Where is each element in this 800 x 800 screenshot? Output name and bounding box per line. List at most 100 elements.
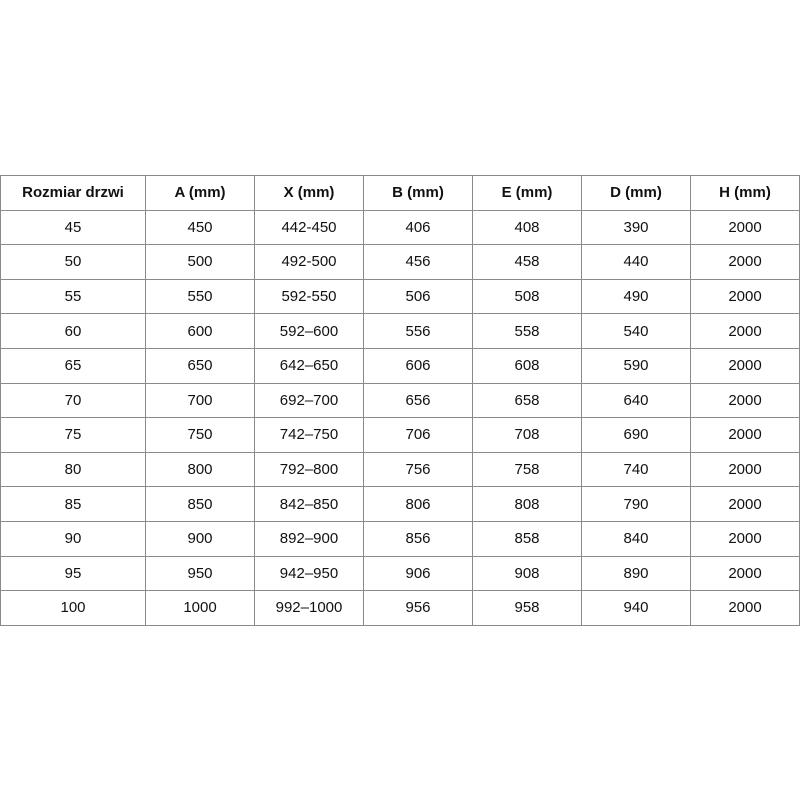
table-cell: 1000 <box>145 590 255 626</box>
table-cell: 840 <box>581 520 691 557</box>
table-cell: 906 <box>363 555 473 592</box>
table-cell: 55 <box>0 278 146 315</box>
table-cell: 742–750 <box>254 417 364 453</box>
table-cell: 80 <box>0 451 146 488</box>
table-row: 45 450 442-450 406 408 390 2000 <box>0 209 800 246</box>
table-cell: 456 <box>363 244 473 280</box>
table-cell: 440 <box>581 244 691 280</box>
table-row: 85 850 842–850 806 808 790 2000 <box>0 486 800 522</box>
table-cell: 606 <box>363 347 473 384</box>
table-cell: 942–950 <box>254 555 364 592</box>
column-header: X (mm) <box>254 175 364 211</box>
table-cell: 2000 <box>690 555 800 592</box>
table-cell: 808 <box>472 486 582 522</box>
column-header: Rozmiar drzwi <box>0 175 146 211</box>
table-cell: 992–1000 <box>254 590 364 626</box>
table-cell: 658 <box>472 382 582 419</box>
table-cell: 700 <box>145 382 255 419</box>
table-row: 95 950 942–950 906 908 890 2000 <box>0 555 800 592</box>
table-cell: 2000 <box>690 209 800 246</box>
table-cell: 442-450 <box>254 209 364 246</box>
table-row: 55 550 592-550 506 508 490 2000 <box>0 278 800 315</box>
table-cell: 850 <box>145 486 255 522</box>
table-cell: 908 <box>472 555 582 592</box>
table-row: 65 650 642–650 606 608 590 2000 <box>0 347 800 384</box>
table-cell: 70 <box>0 382 146 419</box>
table-cell: 2000 <box>690 590 800 626</box>
table-cell: 756 <box>363 451 473 488</box>
table-cell: 390 <box>581 209 691 246</box>
column-header: A (mm) <box>145 175 255 211</box>
table-cell: 750 <box>145 417 255 453</box>
table-row: 80 800 792–800 756 758 740 2000 <box>0 451 800 488</box>
table-cell: 956 <box>363 590 473 626</box>
table-cell: 608 <box>472 347 582 384</box>
table-cell: 790 <box>581 486 691 522</box>
table-cell: 806 <box>363 486 473 522</box>
table-cell: 792–800 <box>254 451 364 488</box>
table-cell: 592–600 <box>254 313 364 349</box>
table-cell: 656 <box>363 382 473 419</box>
table-cell: 458 <box>472 244 582 280</box>
table-cell: 842–850 <box>254 486 364 522</box>
table-cell: 65 <box>0 347 146 384</box>
table-cell: 85 <box>0 486 146 522</box>
table-cell: 892–900 <box>254 520 364 557</box>
table-cell: 95 <box>0 555 146 592</box>
table-cell: 758 <box>472 451 582 488</box>
table-cell: 900 <box>145 520 255 557</box>
table-cell: 556 <box>363 313 473 349</box>
table-cell: 558 <box>472 313 582 349</box>
column-header: E (mm) <box>472 175 582 211</box>
table-cell: 858 <box>472 520 582 557</box>
table-cell: 2000 <box>690 313 800 349</box>
table-cell: 506 <box>363 278 473 315</box>
table-cell: 940 <box>581 590 691 626</box>
table-cell: 492-500 <box>254 244 364 280</box>
table-cell: 740 <box>581 451 691 488</box>
table-cell: 692–700 <box>254 382 364 419</box>
column-header: D (mm) <box>581 175 691 211</box>
table-cell: 2000 <box>690 486 800 522</box>
table-cell: 950 <box>145 555 255 592</box>
table-cell: 408 <box>472 209 582 246</box>
table-row: 90 900 892–900 856 858 840 2000 <box>0 520 800 557</box>
table-cell: 2000 <box>690 451 800 488</box>
table-cell: 650 <box>145 347 255 384</box>
table-cell: 2000 <box>690 347 800 384</box>
table-cell: 2000 <box>690 382 800 419</box>
table-cell: 690 <box>581 417 691 453</box>
table-cell: 490 <box>581 278 691 315</box>
table-cell: 2000 <box>690 278 800 315</box>
table-row: 60 600 592–600 556 558 540 2000 <box>0 313 800 349</box>
table-cell: 2000 <box>690 520 800 557</box>
door-size-table: Rozmiar drzwi A (mm) X (mm) B (mm) E (mm) D (… <box>0 175 800 626</box>
table-cell: 75 <box>0 417 146 453</box>
table-cell: 406 <box>363 209 473 246</box>
table-cell: 958 <box>472 590 582 626</box>
table-cell: 500 <box>145 244 255 280</box>
table-row: 75 750 742–750 706 708 690 2000 <box>0 417 800 453</box>
table-cell: 508 <box>472 278 582 315</box>
table-cell: 592-550 <box>254 278 364 315</box>
table-row: 70 700 692–700 656 658 640 2000 <box>0 382 800 419</box>
table-cell: 590 <box>581 347 691 384</box>
table-cell: 450 <box>145 209 255 246</box>
table-cell: 540 <box>581 313 691 349</box>
table-cell: 45 <box>0 209 146 246</box>
table-cell: 60 <box>0 313 146 349</box>
table-cell: 856 <box>363 520 473 557</box>
table-cell: 640 <box>581 382 691 419</box>
table-cell: 706 <box>363 417 473 453</box>
table-cell: 50 <box>0 244 146 280</box>
table-cell: 642–650 <box>254 347 364 384</box>
table-cell: 100 <box>0 590 146 626</box>
table-row: 100 1000 992–1000 956 958 940 2000 <box>0 590 800 626</box>
header-row: Rozmiar drzwi A (mm) X (mm) B (mm) E (mm) D (… <box>0 175 800 211</box>
table-cell: 890 <box>581 555 691 592</box>
table-cell: 2000 <box>690 417 800 453</box>
table-cell: 600 <box>145 313 255 349</box>
column-header: B (mm) <box>363 175 473 211</box>
table-cell: 90 <box>0 520 146 557</box>
column-header: H (mm) <box>690 175 800 211</box>
